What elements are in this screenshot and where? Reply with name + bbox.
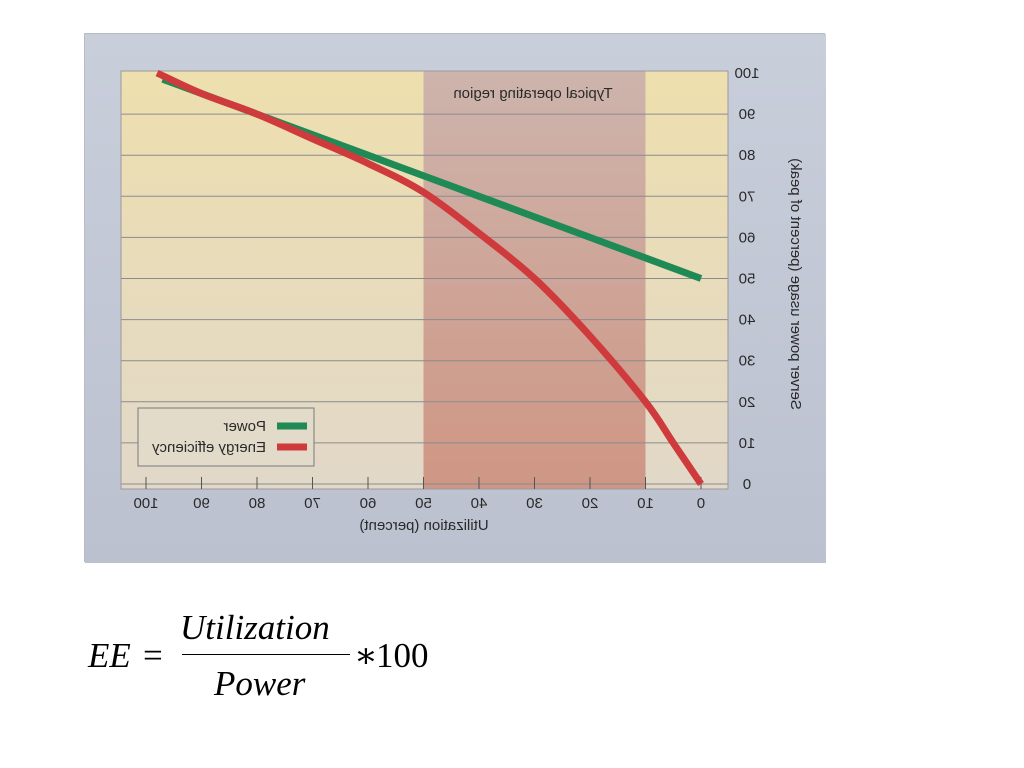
series-lines [155,69,704,486]
x-tick-label: 0 [697,495,705,512]
formula-denominator: Power [214,664,306,703]
x-tick-label: 60 [360,495,377,512]
series-line-energy-efficiency [155,69,704,486]
region-label: Typical operating region [453,85,612,102]
legend-label-energy-efficiency: Energy efficiency [152,439,266,456]
y-axis-label: Server power usage (percent of peak) [787,158,804,410]
formula-equals: = [143,636,163,675]
y-tick-label: 80 [739,147,756,164]
chart-figure: 100 90 80 70 60 50 40 30 20 10 0 100 90 80 70 60 50 40 30 2… [84,33,826,563]
grid [121,113,728,485]
y-tick-label: 10 [739,435,756,452]
x-tick-label: 30 [526,495,543,512]
x-tick-label: 40 [471,495,488,512]
x-tick-label: 20 [582,495,599,512]
legend-label-power: Power [223,418,266,435]
y-tick-label: 70 [739,188,756,205]
formula-numerator: Utilization [180,608,330,647]
formula-lhs: EE [88,636,131,675]
formula-operator: ∗ [354,636,378,675]
y-tick-label: 30 [739,353,756,370]
x-tick-label: 70 [304,495,321,512]
plot-border [120,70,729,490]
energy-efficiency-formula: EE = Utilization Power ∗ 100 [88,604,488,714]
x-axis-label: Utilization (percent) [359,517,488,534]
legend-box [137,407,315,467]
y-tick-label: 100 [734,65,759,82]
x-tick-label: 50 [415,495,432,512]
y-tick-label: 90 [739,106,756,123]
legend: Power Energy efficiency [137,407,315,467]
x-tick-label: 80 [249,495,266,512]
y-tick-label: 50 [739,271,756,288]
x-tick-label: 100 [133,495,158,512]
formula-fraction-bar [182,654,350,655]
y-tick-label: 40 [739,312,756,329]
y-tick-label: 60 [739,229,756,246]
x-tick-label: 10 [637,495,654,512]
y-tick-label: 20 [739,394,756,411]
x-tick-label: 90 [193,495,210,512]
y-tick-label: 0 [743,476,751,493]
formula-factor: 100 [376,636,429,675]
